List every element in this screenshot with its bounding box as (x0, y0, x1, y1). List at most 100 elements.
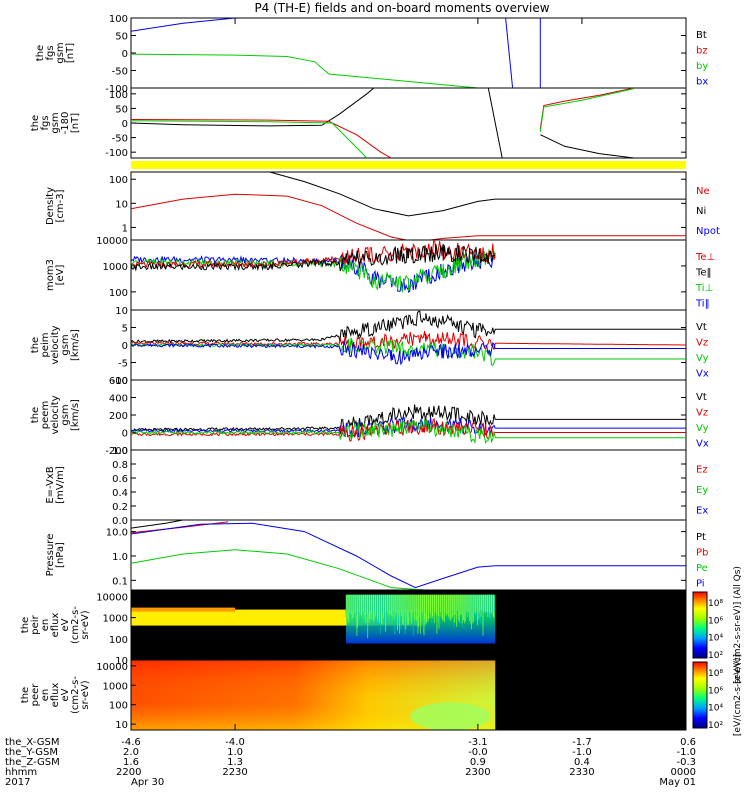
y-tick-label: 100 (109, 701, 128, 712)
panel-peem-vel: 600 400 200 0 -200 the peem velocity gsm [km/s] Vt… (30, 376, 709, 457)
legend-entry: Vy (696, 423, 709, 434)
legend-entry: bx (696, 76, 708, 87)
y-tick-label: 1000 (103, 262, 128, 273)
legend-entry: Vt (696, 392, 707, 403)
x-tick-label: 2.0 (123, 747, 139, 758)
y-tick-label: 0 (122, 341, 128, 352)
y-tick-label: -10 (112, 376, 128, 387)
y-axis-label: sr-eV) (80, 610, 91, 639)
y-tick-label: 100 (109, 90, 128, 101)
y-axis-label: fgs (40, 115, 51, 130)
x-row-label: hhmm (5, 767, 37, 778)
series-bt-line (131, 88, 375, 127)
y-axis-label: the (20, 617, 31, 633)
y-axis-label: Pressure (45, 534, 56, 577)
y-tick-label: 50 (115, 104, 128, 115)
y-axis-label: gsm (55, 42, 66, 63)
legend-entry: Vy (696, 353, 709, 364)
y-tick-label: 100 (109, 14, 128, 25)
colorbar-tick-label: 10⁴ (708, 634, 723, 644)
panel-peer: 10000 1000 100 10 the peer en eflux eV (cm2-s-sr-… (20, 659, 687, 731)
electron-flux-low (410, 702, 491, 731)
y-tick-label: 100 (109, 175, 128, 186)
y-axis-label: gsm (60, 404, 71, 425)
legend-entry: Ey (696, 485, 708, 496)
x-tick-label: 2330 (569, 767, 594, 778)
y-axis-label: en (40, 619, 51, 632)
legend-entry: Pi (696, 578, 705, 589)
y-tick-label: 0 (122, 119, 128, 130)
y-tick-label: 0 (122, 429, 128, 440)
panel-pressure: 10.0 1.0 0.1 Pressure [nPa] Pt Pb Pe Pi (45, 519, 708, 591)
y-tick-label: -200 (105, 446, 128, 457)
legend-entry: Vz (696, 337, 708, 348)
colorbar-label: [eV/(cm2-s-sr-eV)] (733, 654, 743, 736)
series-vy-line (131, 337, 686, 366)
y-tick-label: 0.8 (112, 460, 128, 471)
series-ti-line (131, 251, 496, 293)
x-tick-label: 0.4 (574, 757, 590, 768)
panel-frame (130, 659, 687, 731)
series-vt-line (131, 310, 686, 344)
y-tick-label: 50 (115, 32, 128, 43)
y-tick-label: 0.6 (112, 474, 128, 485)
y-tick-label: -50 (112, 134, 128, 145)
x-tick-label: -1.0 (676, 747, 696, 758)
panel-frame (130, 17, 687, 89)
y-axis-label: en (40, 689, 51, 702)
series-vt-line (131, 404, 686, 435)
series-vz-line (131, 417, 686, 442)
series-pi-line (131, 522, 686, 589)
y-axis-label: [eV] (55, 265, 66, 286)
legend-entry: Ti⊥ (695, 283, 713, 294)
y-axis-label: the (30, 337, 41, 353)
series-by-line (131, 53, 478, 88)
legend-entry: Ti‖ (695, 298, 710, 309)
series-ne-line (131, 193, 686, 240)
x-tick-label: Apr 30 (131, 777, 164, 788)
panel-frame (130, 379, 687, 451)
x-tick-label: 2230 (222, 767, 247, 778)
y-axis-label: [mV/m] (55, 466, 66, 504)
y-tick-label: -100 (105, 148, 128, 159)
colorbar-2: 10⁸ 10⁶ 10⁴ 10² [eV/(cm2-s-sr-eV)] (692, 654, 743, 736)
x-tick-label: -1.7 (572, 737, 592, 748)
legend-entry: Ni (696, 206, 706, 217)
y-axis-label: fgs (45, 45, 56, 60)
y-tick-label: -100 (105, 84, 128, 95)
legend-entry: Pt (696, 532, 706, 543)
y-tick-label: 1.0 (112, 446, 128, 457)
y-axis-label: the (30, 115, 41, 131)
y-tick-label: 10000 (96, 662, 128, 673)
x-row-label: the_Z-GSM (5, 757, 60, 768)
series-vy-line (131, 418, 686, 445)
panel-peim-vel: 10 5 0 -5 -10 the peim velocity gsm [km/s] Vt Vz Vy V… (30, 306, 709, 387)
y-axis-label: Density (45, 187, 56, 225)
y-axis-label: peir (30, 614, 41, 634)
y-tick-label: 1000 (103, 681, 128, 692)
y-tick-label: 5 (122, 324, 128, 335)
x-tick-label: -4.6 (121, 737, 141, 748)
colorbar-tick-label: 10⁸ (708, 669, 723, 679)
colorbar-scale (692, 591, 708, 659)
panel-fgs: 100 50 0 -50 -100 the fgs gsm [nT] Bt bz by bx (35, 14, 708, 95)
series-ti-line (131, 248, 496, 293)
legend-entry: by (696, 61, 708, 72)
x-tick-label: 2300 (465, 767, 490, 778)
colorbar-tick-label: 10² (708, 721, 723, 731)
series-bx-line (505, 18, 514, 88)
y-tick-label: 400 (109, 394, 128, 405)
series-bz-line (131, 119, 392, 158)
legend-entry: Ez (696, 464, 708, 475)
legend-entry: Bt (696, 30, 707, 41)
x-tick-label: 1.0 (227, 747, 243, 758)
y-axis-label: [nT] (65, 43, 76, 63)
panel-peir: 10000 1000 100 10 the peir en eflux eV (cm2-s-sr-… (20, 589, 687, 667)
colorbar-1: 10⁸ 10⁶ 10⁴ 10² [eV/(cm2-s-sr-eV)] (All Qs) (692, 566, 743, 684)
y-axis-label: peim (40, 332, 51, 357)
x-row-label: the_X-GSM (5, 737, 59, 748)
x-tick-label: 1.3 (227, 757, 243, 768)
legend-entry: Vx (696, 438, 709, 449)
y-tick-label: 0.1 (112, 576, 128, 587)
y-axis-label: the (20, 687, 31, 703)
